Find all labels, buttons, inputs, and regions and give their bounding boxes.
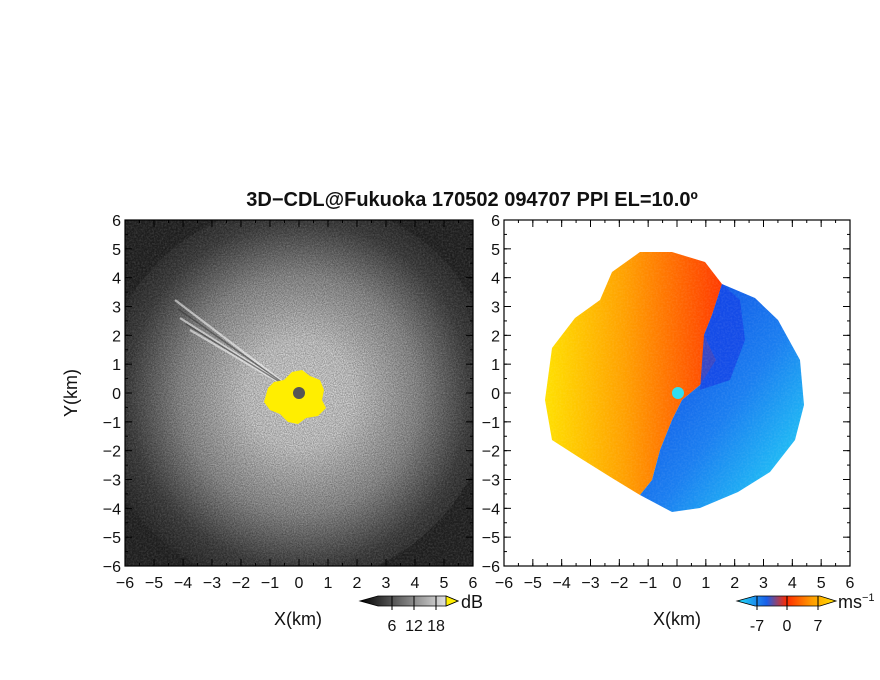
intensity-image — [125, 220, 473, 566]
velocity-x-tick-label: 1 — [701, 575, 710, 592]
velocity-axes: −6 −5 −4 −3 −2 −1 0 1 2 3 4 5 6 −6 −5 −4 −3 −2 −1 0 1 2 3 4 5 6 — [482, 213, 855, 592]
velocity-image — [504, 220, 850, 566]
velocity-x-tick-label: 2 — [730, 575, 739, 592]
intensity-y-tick-label: −3 — [103, 473, 121, 490]
velocity-x-tick-label: −1 — [639, 575, 657, 592]
velocity-y-tick-label: −1 — [482, 415, 500, 432]
intensity-x-tick-label: −6 — [116, 575, 134, 592]
velocity-y-tick-label: −3 — [482, 473, 500, 490]
velocity-x-tick-label: 4 — [788, 575, 797, 592]
intensity-y-tick-label: 0 — [112, 386, 121, 403]
intensity-y-tick-label: −5 — [103, 530, 121, 547]
velocity-y-tick-label: 0 — [491, 386, 500, 403]
intensity-x-tick-label: 2 — [353, 575, 362, 592]
velocity-y-tick-label: −2 — [482, 444, 500, 461]
velocity-x-tick-label: 3 — [759, 575, 768, 592]
intensity-x-tick-label: −3 — [203, 575, 221, 592]
intensity-y-tick-label: −1 — [103, 415, 121, 432]
instrument-marker-right — [672, 387, 684, 399]
intensity-x-tick-label: 6 — [469, 575, 478, 592]
velocity-y-tick-label: 2 — [491, 328, 500, 345]
intensity-y-tick-label: 6 — [112, 213, 121, 230]
velocity-xlabel: X(km) — [653, 609, 701, 629]
velocity-y-tick-label: 4 — [491, 271, 500, 288]
velocity-y-tick-label: 3 — [491, 300, 500, 317]
velocity-x-tick-label: −4 — [553, 575, 571, 592]
velocity-x-tick-label: 6 — [846, 575, 855, 592]
intensity-y-tick-label: 3 — [112, 300, 121, 317]
velocity-colorbar: -7 0 7 ms−1 — [735, 592, 875, 635]
velocity-cb-tick-0: -7 — [750, 618, 764, 635]
velocity-x-tick-label: −2 — [610, 575, 628, 592]
velocity-x-tick-label: −6 — [495, 575, 513, 592]
intensity-y-tick-label: 5 — [112, 242, 121, 259]
velocity-y-tick-label: 5 — [491, 242, 500, 259]
intensity-axes: −6 −5 −4 −3 −2 −1 0 1 2 3 4 5 6 −6 −5 −4 −3 −2 −1 0 1 2 3 4 5 6 — [103, 213, 478, 592]
velocity-y-tick-label: −6 — [482, 559, 500, 576]
intensity-y-tick-label: 2 — [112, 328, 121, 345]
intensity-cb-tick-0: 6 — [388, 618, 397, 635]
intensity-x-tick-label: −1 — [261, 575, 279, 592]
velocity-cb-label: ms−1 — [838, 592, 875, 612]
velocity-y-tick-label: −5 — [482, 530, 500, 547]
velocity-cb-tick-1: 0 — [783, 618, 792, 635]
velocity-y-tick-label: 1 — [491, 357, 500, 374]
velocity-cb-tick-2: 7 — [814, 618, 823, 635]
intensity-cb-tick-2: 18 — [427, 618, 445, 635]
velocity-y-tick-label: 6 — [491, 213, 500, 230]
intensity-y-tick-label: −2 — [103, 444, 121, 461]
figure-title: 3D−CDL@Fukuoka 170502 094707 PPI EL=10.0… — [246, 189, 698, 211]
velocity-x-tick-label: −5 — [524, 575, 542, 592]
intensity-ylabel: Y(km) — [61, 369, 81, 417]
intensity-x-tick-label: 1 — [324, 575, 333, 592]
intensity-y-tick-label: −4 — [103, 501, 121, 518]
intensity-x-tick-label: −5 — [145, 575, 163, 592]
velocity-y-tick-label: −4 — [482, 501, 500, 518]
intensity-x-tick-label: −4 — [174, 575, 192, 592]
velocity-x-tick-label: 0 — [673, 575, 682, 592]
intensity-x-tick-label: 0 — [295, 575, 304, 592]
intensity-y-tick-label: −6 — [103, 559, 121, 576]
velocity-panel: −6 −5 −4 −3 −2 −1 0 1 2 3 4 5 6 −6 −5 −4 −3 −2 −1 0 1 2 3 4 5 6 X… — [482, 213, 875, 635]
intensity-x-tick-label: 5 — [440, 575, 449, 592]
intensity-cb-label: dB — [461, 592, 483, 612]
velocity-x-tick-label: −3 — [581, 575, 599, 592]
intensity-y-tick-label: 1 — [112, 357, 121, 374]
velocity-x-tick-label: 5 — [817, 575, 826, 592]
intensity-x-tick-label: 4 — [411, 575, 420, 592]
intensity-cb-tick-1: 12 — [405, 618, 423, 635]
intensity-y-tick-label: 4 — [112, 271, 121, 288]
instrument-marker-left — [293, 387, 305, 399]
intensity-colorbar: 6 12 18 dB — [358, 592, 483, 635]
intensity-x-tick-label: 3 — [382, 575, 391, 592]
intensity-xlabel: X(km) — [274, 609, 322, 629]
intensity-x-tick-label: −2 — [232, 575, 250, 592]
